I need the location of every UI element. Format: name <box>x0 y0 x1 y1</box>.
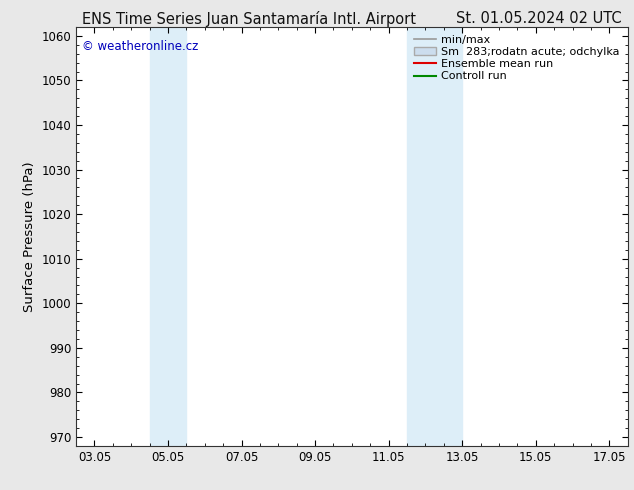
Bar <box>407 27 462 446</box>
Text: ENS Time Series Juan Santamaría Intl. Airport: ENS Time Series Juan Santamaría Intl. Ai… <box>82 11 417 27</box>
Bar <box>150 27 186 446</box>
Legend: min/max, Sm  283;rodatn acute; odchylka, Ensemble mean run, Controll run: min/max, Sm 283;rodatn acute; odchylka, … <box>411 32 622 84</box>
Y-axis label: Surface Pressure (hPa): Surface Pressure (hPa) <box>23 161 36 312</box>
Text: © weatheronline.cz: © weatheronline.cz <box>82 40 198 52</box>
Text: St. 01.05.2024 02 UTC: St. 01.05.2024 02 UTC <box>456 11 621 26</box>
